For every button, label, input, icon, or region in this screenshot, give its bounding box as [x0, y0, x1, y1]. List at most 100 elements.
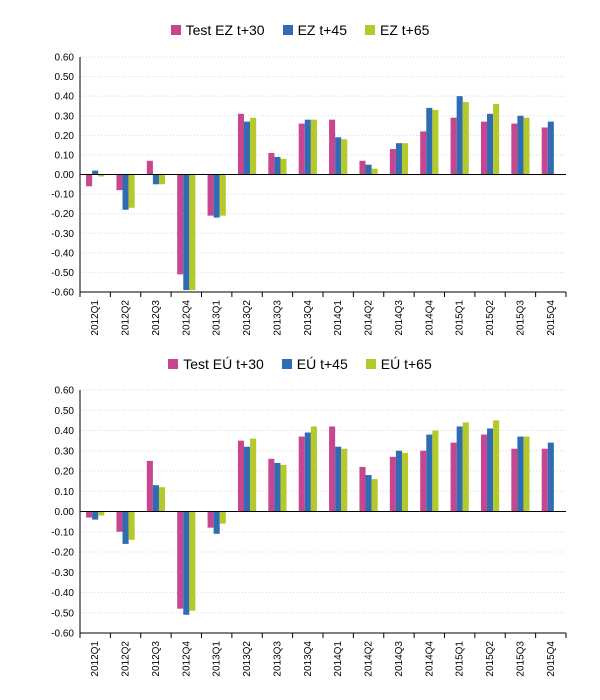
bar	[432, 109, 439, 175]
bar	[511, 123, 518, 175]
bar	[462, 102, 469, 175]
bar	[158, 174, 166, 185]
bar	[237, 113, 245, 175]
legend-label: Test EZ t+30	[185, 22, 265, 38]
bar	[420, 131, 427, 175]
bar	[487, 428, 494, 512]
legend-item: EZ t+45	[282, 22, 347, 38]
bar	[523, 436, 530, 512]
x-tick-label: 2013Q2	[242, 641, 253, 677]
x-tick-label: 2013Q3	[272, 641, 283, 677]
bar	[335, 446, 342, 512]
bar	[280, 158, 287, 175]
legend-item: Test EZ t+30	[170, 22, 265, 38]
x-tick-label: 2012Q3	[151, 300, 162, 336]
bar	[335, 137, 342, 175]
bar	[401, 143, 409, 175]
x-tick-label: 2015Q3	[515, 641, 526, 677]
y-tick-label: -0.50	[51, 268, 74, 279]
chart-eu: Test EÚ t+30 EÚ t+45 EÚ t+65 0.60 0.50 0.4…	[0, 350, 600, 700]
bar	[298, 123, 305, 175]
bar	[395, 143, 402, 175]
y-tick-label: 0.30	[55, 111, 75, 122]
bar	[541, 127, 548, 175]
y-tick-label: -0.30	[51, 568, 74, 579]
bar	[116, 511, 123, 532]
y-tick-label: 0.30	[55, 446, 75, 457]
bar	[365, 164, 372, 175]
legend-swatch	[364, 25, 375, 35]
y-tick-label: -0.30	[51, 229, 74, 240]
bar	[152, 174, 159, 185]
y-tick-label: -0.20	[51, 209, 74, 220]
bar	[244, 121, 251, 175]
bar	[183, 174, 190, 291]
bar	[304, 432, 311, 512]
y-tick-label: 0.10	[55, 150, 75, 161]
bar	[244, 446, 251, 512]
y-tick-label: 0.10	[55, 487, 75, 498]
x-tick-label: 2015Q2	[485, 641, 496, 677]
x-tick-label: 2014Q2	[364, 300, 375, 336]
bar	[450, 442, 457, 512]
bar	[517, 436, 524, 512]
legend-item: EZ t+65	[364, 22, 429, 38]
y-tick-label: -0.40	[51, 588, 74, 599]
bar	[395, 450, 402, 512]
bar	[329, 426, 336, 512]
bar	[183, 511, 190, 615]
legend: Test EÚ t+30 EÚ t+45 EÚ t+65	[0, 356, 600, 372]
x-tick-label: 2015Q2	[485, 300, 496, 336]
x-tick-label: 2012Q4	[181, 300, 192, 336]
bar	[365, 475, 372, 512]
bar	[98, 511, 105, 516]
x-tick-label: 2014Q3	[394, 300, 405, 336]
bar	[420, 450, 427, 512]
bar	[250, 117, 257, 175]
bar	[450, 117, 457, 175]
y-tick-label: -0.40	[51, 248, 74, 259]
bar	[146, 460, 153, 512]
bar	[86, 174, 93, 187]
bar	[189, 174, 196, 291]
y-tick-label: -0.50	[51, 608, 74, 619]
y-tick-label: 0.40	[55, 92, 75, 103]
bar	[547, 121, 554, 175]
x-tick-label: 2015Q1	[455, 641, 466, 677]
chart-plot: 0.60 0.50 0.40 0.30 0.20 0.10 0.00 -0.10 -0.20 -0…	[51, 53, 567, 336]
bar	[304, 119, 311, 175]
bar	[517, 115, 524, 175]
y-tick-label: 0.00	[55, 507, 75, 518]
legend-label: EÚ t+65	[380, 356, 432, 372]
bar	[213, 174, 220, 218]
bar	[426, 434, 433, 512]
legend-swatch	[365, 359, 376, 369]
x-tick-label: 2014Q4	[424, 300, 435, 336]
x-tick-label: 2013Q2	[242, 300, 253, 336]
bar	[207, 174, 214, 216]
bar	[487, 113, 494, 175]
bar	[98, 174, 105, 177]
legend-swatch	[281, 359, 292, 369]
x-tick-label: 2014Q2	[364, 641, 375, 677]
y-tick-label: -0.10	[51, 190, 74, 201]
bar	[359, 466, 366, 512]
bar	[493, 420, 500, 512]
y-tick-label: 0.60	[55, 386, 75, 397]
bar	[401, 452, 409, 512]
bar	[456, 426, 463, 512]
bar	[219, 511, 226, 524]
x-tick-label: 2012Q3	[151, 641, 162, 677]
x-tick-label: 2012Q2	[121, 300, 132, 336]
x-tick-label: 2014Q4	[424, 641, 435, 677]
x-tick-label: 2013Q4	[303, 641, 314, 677]
x-tick-label: 2013Q1	[212, 300, 223, 336]
y-tick-label: -0.60	[51, 629, 74, 640]
bar	[341, 448, 348, 512]
bar	[189, 511, 196, 611]
y-tick-label: 0.20	[55, 131, 75, 142]
bar	[329, 119, 336, 175]
y-tick-label: 0.60	[55, 53, 75, 64]
bar	[280, 464, 287, 512]
y-tick-label: -0.10	[51, 527, 74, 538]
